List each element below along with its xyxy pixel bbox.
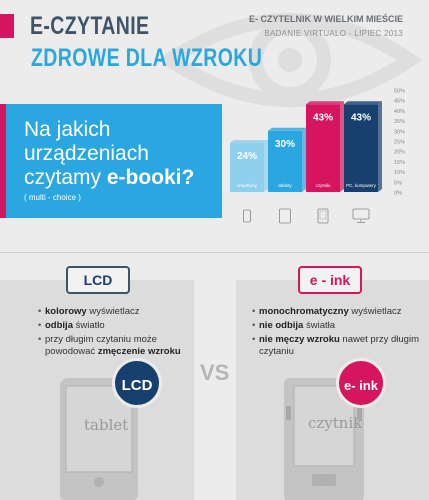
bar [344, 104, 378, 192]
y-tick-label: 10% [394, 170, 405, 176]
bar-value-label: 43% [313, 112, 333, 123]
bar-category-label: czytniki [316, 183, 331, 188]
y-tick-label: 45% [394, 99, 405, 105]
ereader-device-icon [284, 378, 364, 500]
lcd-badge: LCD [112, 358, 162, 408]
lcd-label: LCD [66, 266, 130, 294]
y-tick-label: 35% [394, 119, 405, 125]
y-tick-label: 5% [394, 180, 402, 186]
eink-features: monochromatyczny wyświetlacz nie odbija … [252, 306, 422, 360]
bar-category-label: PC, komputery [346, 183, 377, 188]
eink-badge: e- ink [336, 358, 386, 408]
lcd-feature: kolorowy wyświetlacz [38, 306, 188, 318]
section-divider [0, 252, 429, 253]
eink-label: e - ink [298, 266, 362, 294]
y-tick-label: 25% [394, 140, 405, 146]
bar-top [268, 127, 306, 131]
question-accent [0, 104, 6, 218]
lcd-features: kolorowy wyświetlacz odbija światło przy… [38, 306, 188, 360]
ereader-device-label: czytnik [308, 414, 363, 432]
y-tick-label: 40% [394, 109, 405, 115]
bar-category-label: tablety [278, 183, 292, 188]
bar-side [378, 101, 382, 192]
bar [306, 104, 340, 192]
title-line-1: E-CZYTANIE [30, 12, 150, 40]
y-tick-label: 20% [394, 150, 405, 156]
device-bar-chart: 0% 5% 10% 15% 20% 25% 30% 35% 40% 45% 50% 24% smartf… [230, 89, 405, 224]
source-title: E- CZYTELNIK W WIELKIM MIEŚCIE [249, 14, 403, 24]
bar-value-label: 43% [351, 112, 371, 123]
bar-top [306, 101, 344, 105]
vs-text: VS [200, 360, 230, 385]
source-subtitle: BADANIE VIRTUALO - LIPIEC 2013 [264, 29, 403, 38]
bar [230, 143, 264, 192]
lcd-feature: przy długim czytaniu może powodować zmęc… [38, 334, 188, 358]
bar-top [344, 101, 382, 105]
question-panel [0, 104, 222, 218]
y-tick-label: 30% [394, 129, 405, 135]
bar-side [264, 140, 268, 192]
ereader-icon [317, 208, 329, 224]
bar-top [230, 140, 268, 144]
question-bold: e-booki? [106, 166, 195, 189]
y-tick-label: 50% [394, 89, 405, 95]
bar [268, 130, 302, 192]
lcd-feature: odbija światło [38, 320, 188, 332]
y-tick-label: 15% [394, 160, 405, 166]
title-accent [0, 14, 14, 38]
monitor-icon [352, 208, 370, 223]
bar-value-label: 30% [275, 139, 295, 150]
y-tick-label: 0% [394, 191, 402, 197]
bar-side [302, 127, 306, 192]
question-sub: ( multi - choice ) [24, 193, 81, 202]
title-line-2: ZDROWE DLA WZROKU [31, 44, 263, 72]
eye-background-icon [157, 13, 423, 107]
bar-side [340, 101, 344, 192]
tablet-device-label: tablet [84, 416, 129, 434]
tablet-device-icon [60, 378, 138, 500]
tablet-icon [279, 208, 291, 224]
eink-feature: nie odbija światła [252, 320, 422, 332]
eink-feature: nie męczy wzroku nawet przy długim czyta… [252, 334, 422, 358]
question-text: Na jakich urządzeniach czytamy e-booki? [24, 118, 195, 189]
bar-category-label: smartfony [237, 183, 258, 188]
bar-value-label: 24% [237, 151, 257, 162]
eink-feature: monochromatyczny wyświetlacz [252, 306, 422, 318]
smartphone-icon [243, 209, 251, 223]
